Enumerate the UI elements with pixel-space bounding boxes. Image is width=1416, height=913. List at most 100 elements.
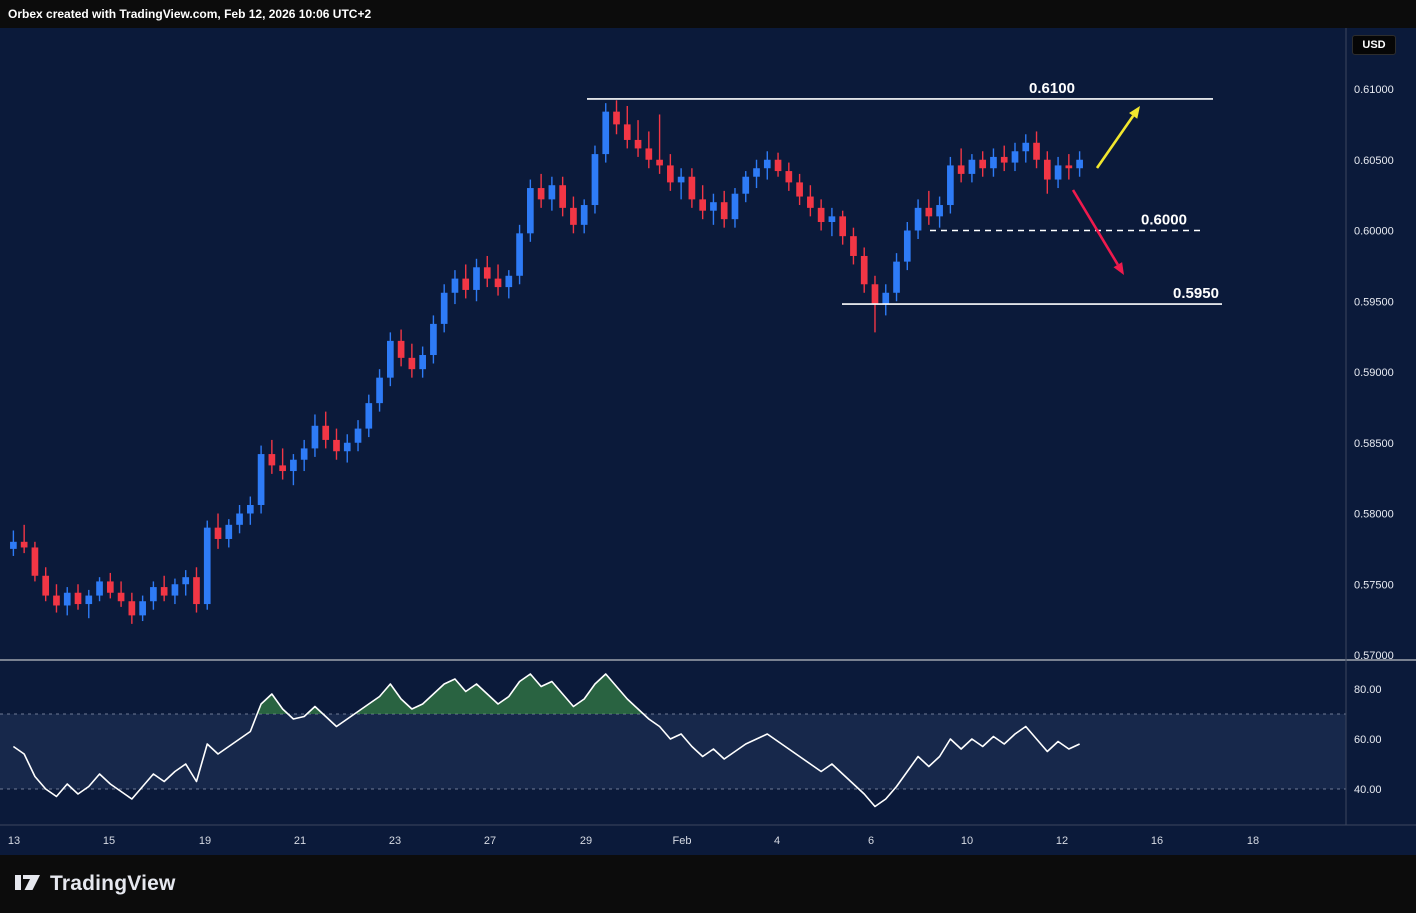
candle-down — [623, 124, 631, 140]
top-bar: Orbex created with TradingView.com, Feb … — [0, 0, 1416, 28]
price-axis-label[interactable]: 0.59500 — [1354, 296, 1394, 308]
candle-down — [925, 207, 933, 217]
price-axis-label[interactable]: 0.60500 — [1354, 155, 1394, 167]
candle-down — [160, 587, 168, 596]
candle-up — [451, 278, 459, 293]
candle-down — [1000, 156, 1008, 163]
candle-down — [699, 199, 707, 211]
bearish-scenario-arrow-head — [1113, 262, 1124, 275]
time-axis-label[interactable]: 12 — [1056, 835, 1068, 847]
candle-up — [505, 275, 513, 288]
price-axis-label[interactable]: 0.61000 — [1354, 84, 1394, 96]
candle-down — [817, 207, 825, 223]
rsi-axis-label[interactable]: 80.00 — [1354, 684, 1382, 696]
candle-up — [548, 185, 556, 200]
time-axis-label[interactable]: 21 — [294, 835, 306, 847]
candlestick-chart[interactable]: 0.6100 0.6000 0.5950 0.61000 0.60500 0.60000 0… — [0, 28, 1416, 855]
candle-down — [720, 202, 728, 220]
candle-up — [602, 111, 610, 155]
candle-up — [203, 527, 211, 605]
candle-up — [354, 428, 362, 443]
candle-down — [559, 185, 566, 208]
price-axis-label[interactable]: 0.58000 — [1354, 509, 1394, 521]
candle-down — [42, 575, 50, 596]
level-label: 0.5950 — [1173, 285, 1219, 302]
rsi-axis-label[interactable]: 40.00 — [1354, 784, 1382, 796]
bullish-scenario-arrow-head — [1129, 106, 1140, 119]
candle-up — [96, 581, 103, 596]
candle-up — [968, 159, 976, 174]
candle-down — [117, 592, 125, 602]
time-axis-label[interactable]: 27 — [484, 835, 496, 847]
rsi-neutral-band — [0, 714, 1346, 789]
rsi-axis-label[interactable]: 60.00 — [1354, 734, 1382, 746]
price-axis-label[interactable]: 0.58500 — [1354, 438, 1394, 450]
bearish-scenario-arrow[interactable] — [1071, 189, 1119, 266]
candle-down — [1065, 165, 1073, 169]
candle-up — [386, 340, 394, 378]
candle-up — [311, 425, 319, 449]
candle-up — [1011, 151, 1019, 163]
price-axis-label[interactable]: 0.57000 — [1354, 650, 1394, 662]
candle-down — [1043, 159, 1051, 180]
price-axis-label[interactable]: 0.60000 — [1354, 226, 1394, 238]
candle-up — [1076, 159, 1083, 169]
candle-down — [128, 601, 136, 616]
time-axis-label[interactable]: 16 — [1151, 835, 1163, 847]
candle-up — [257, 454, 265, 506]
candle-down — [957, 165, 965, 174]
time-axis-label[interactable]: 10 — [961, 835, 973, 847]
time-axis-label[interactable]: 29 — [580, 835, 592, 847]
time-axis-label[interactable]: 15 — [103, 835, 115, 847]
candle-up — [236, 513, 243, 525]
bullish-scenario-arrow[interactable] — [1095, 115, 1135, 169]
candle-up — [947, 165, 954, 206]
candle-down — [74, 592, 82, 605]
candle-down — [322, 425, 330, 440]
candle-down — [634, 139, 642, 149]
currency-badge[interactable]: USD — [1352, 35, 1396, 55]
candle-up — [742, 176, 750, 194]
candle-down — [667, 165, 674, 183]
candle-up — [893, 261, 900, 293]
candle-up — [171, 584, 179, 596]
price-axis-label[interactable]: 0.57500 — [1354, 579, 1394, 591]
time-axis-label[interactable]: 18 — [1247, 835, 1259, 847]
candle-up — [440, 292, 448, 324]
tradingview-logo-icon[interactable] — [14, 869, 41, 900]
candle-up — [225, 524, 233, 539]
candle-up — [182, 577, 190, 585]
candle-down — [645, 148, 653, 160]
candle-down — [871, 284, 879, 305]
candle-up — [580, 205, 588, 225]
candle-down — [785, 171, 793, 183]
candle-down — [53, 595, 60, 606]
time-axis-label[interactable]: 23 — [389, 835, 401, 847]
candle-down — [570, 207, 577, 225]
candle-up — [753, 168, 760, 177]
tradingview-logo-text[interactable]: TradingView — [50, 872, 176, 895]
candle-up — [882, 292, 890, 305]
candle-up — [828, 216, 836, 223]
price-axis-label[interactable]: 0.59000 — [1354, 367, 1394, 379]
candle-up — [903, 230, 911, 262]
chart-attribution: Orbex created with TradingView.com, Feb … — [8, 7, 372, 21]
candle-down — [268, 454, 276, 466]
candle-down — [807, 196, 814, 208]
time-axis-label[interactable]: 13 — [8, 835, 20, 847]
candle-up — [731, 193, 739, 220]
candle-up — [246, 505, 254, 514]
candle-down — [494, 278, 502, 288]
time-axis-label[interactable]: 6 — [868, 835, 874, 847]
candle-up — [139, 601, 146, 616]
candle-down — [397, 340, 405, 358]
candle-up — [300, 448, 308, 460]
time-axis-label[interactable]: 4 — [774, 835, 780, 847]
time-axis-label[interactable]: 19 — [199, 835, 211, 847]
candle-up — [763, 159, 771, 169]
time-axis-label[interactable]: Feb — [673, 835, 692, 847]
candle-down — [613, 111, 620, 125]
candle-up — [10, 541, 17, 549]
candle-up — [430, 323, 437, 356]
candle-down — [1033, 142, 1040, 160]
